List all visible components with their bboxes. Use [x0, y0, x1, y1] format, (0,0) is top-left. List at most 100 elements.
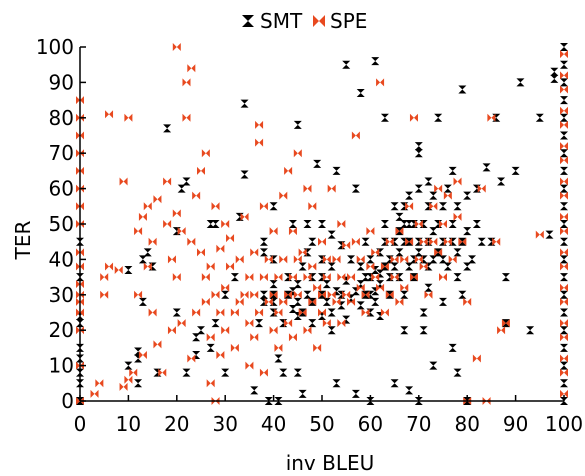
point-smt: [288, 304, 297, 313]
point-smt: [560, 96, 568, 105]
point-spe: [129, 368, 138, 377]
point-smt: [221, 368, 230, 377]
point-smt: [560, 184, 568, 193]
point-spe: [443, 237, 452, 246]
point-smt: [138, 255, 147, 264]
point-smt: [395, 248, 404, 257]
point-spe: [221, 326, 230, 335]
point-smt: [419, 308, 428, 317]
point-spe: [535, 230, 544, 239]
point-spe: [463, 297, 472, 306]
point-spe: [293, 255, 302, 264]
point-spe: [279, 191, 288, 200]
point-spe: [434, 248, 443, 257]
point-spe: [560, 106, 568, 115]
point-spe: [284, 319, 293, 328]
point-spe: [327, 184, 336, 193]
point-spe: [114, 266, 123, 275]
point-smt: [138, 297, 147, 306]
point-spe: [279, 297, 288, 306]
point-smt: [429, 191, 438, 200]
point-spe: [100, 290, 109, 299]
point-smt: [255, 319, 264, 328]
x-tick-label: 90: [503, 412, 528, 436]
point-smt: [516, 78, 525, 87]
point-smt: [327, 308, 336, 317]
point-smt: [298, 262, 307, 271]
x-tick-label: 100: [545, 412, 583, 436]
point-smt: [288, 220, 297, 228]
point-smt: [221, 290, 230, 299]
point-spe: [269, 290, 278, 299]
point-smt: [124, 361, 133, 370]
point-spe: [303, 326, 312, 335]
point-smt: [560, 113, 568, 122]
y-axis-title: TER: [11, 221, 35, 261]
point-spe: [429, 237, 438, 246]
point-spe: [308, 202, 317, 211]
point-spe: [560, 248, 568, 257]
point-spe: [255, 308, 264, 317]
point-spe: [284, 166, 293, 175]
point-spe: [240, 290, 249, 299]
point-spe: [356, 255, 365, 264]
point-smt: [405, 262, 414, 271]
point-smt: [400, 326, 409, 335]
point-spe: [279, 255, 288, 264]
point-spe: [182, 113, 191, 122]
point-smt: [390, 379, 399, 388]
point-spe: [560, 71, 568, 80]
point-smt: [293, 368, 302, 377]
point-smt: [211, 319, 220, 328]
point-smt: [560, 43, 568, 51]
point-smt: [143, 248, 152, 257]
point-spe: [206, 262, 215, 271]
point-smt: [535, 113, 544, 122]
point-smt: [259, 248, 268, 257]
point-spe: [337, 319, 346, 328]
point-smt: [560, 343, 568, 352]
point-spe: [308, 262, 317, 271]
point-spe: [216, 244, 225, 253]
point-spe: [187, 237, 196, 246]
point-spe: [385, 237, 394, 246]
point-spe: [167, 255, 176, 264]
point-spe: [303, 184, 312, 193]
point-spe: [322, 273, 331, 282]
point-spe: [201, 149, 210, 158]
point-smt: [453, 273, 462, 282]
point-spe: [497, 326, 506, 335]
point-smt: [453, 368, 462, 377]
point-smt: [342, 60, 351, 69]
point-spe: [439, 273, 447, 282]
point-smt: [250, 386, 259, 395]
point-smt: [448, 220, 457, 228]
point-spe: [322, 255, 331, 264]
point-spe: [255, 138, 264, 147]
point-smt: [308, 319, 317, 328]
point-spe: [95, 379, 104, 388]
point-spe: [138, 350, 147, 359]
point-spe: [337, 220, 346, 228]
point-smt: [293, 297, 302, 306]
point-smt: [400, 290, 409, 299]
point-smt: [545, 230, 554, 239]
point-spe: [148, 308, 157, 317]
point-spe: [216, 308, 225, 317]
point-smt: [318, 220, 326, 228]
point-smt: [361, 273, 370, 282]
point-spe: [90, 389, 99, 398]
point-spe: [414, 255, 423, 264]
point-spe: [182, 78, 191, 87]
point-spe: [105, 110, 114, 119]
point-spe: [197, 166, 205, 175]
point-spe: [351, 131, 360, 140]
point-smt: [424, 283, 433, 292]
point-spe: [250, 248, 259, 257]
point-smt: [395, 212, 404, 221]
point-smt: [434, 113, 443, 122]
point-spe: [298, 308, 307, 317]
point-smt: [414, 184, 423, 193]
point-spe: [177, 227, 186, 236]
